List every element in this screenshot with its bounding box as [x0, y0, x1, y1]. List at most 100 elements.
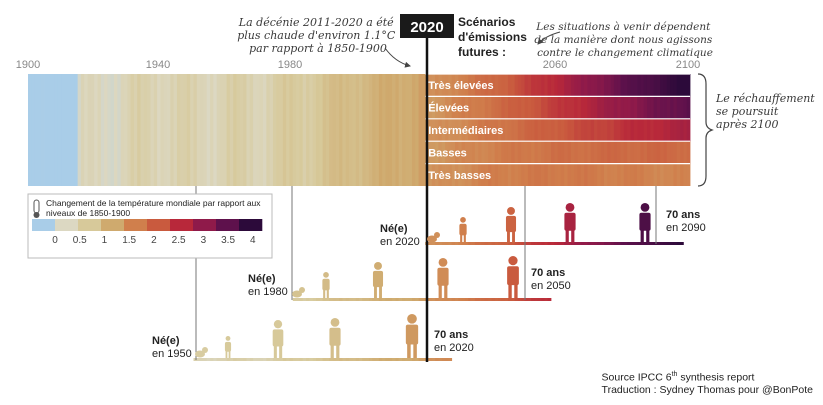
scenario-stripe [643, 74, 648, 97]
generation-timeline-segment [676, 242, 681, 245]
scenario-label: Élevées [428, 102, 469, 115]
scenario-stripe [640, 141, 645, 164]
historical-stripe [127, 74, 132, 186]
scenario-stripe [597, 118, 602, 142]
person-icon [405, 314, 419, 358]
generation-timeline-segment [332, 298, 337, 301]
historical-stripe [87, 74, 92, 186]
scenario-stripe [435, 141, 439, 164]
generation-timeline-segment [464, 298, 469, 301]
historical-stripe [329, 74, 333, 186]
scenario-stripe [660, 96, 664, 119]
scenario-stripe [454, 141, 459, 164]
scenario-stripe [431, 163, 436, 186]
scenario-stripe [620, 141, 625, 164]
legend-ticks: 0 0.5 1 1.5 2 2.5 3 3.5 4 [52, 235, 256, 246]
generation-timeline-segment [266, 358, 271, 361]
generation-timeline-segment [398, 298, 403, 301]
scenario-stripe [603, 96, 608, 119]
generation-timeline-segment [431, 242, 436, 245]
generation-timeline-segment [365, 298, 370, 301]
generation-timeline-segment [580, 242, 585, 245]
generation-timeline-segment [680, 242, 684, 245]
scenario-stripe [673, 141, 678, 164]
historical-stripe [77, 74, 82, 186]
generation-timeline-segment [445, 242, 449, 245]
scenario-stripe [458, 96, 463, 119]
warming-note-line-2: se poursuit [716, 105, 779, 118]
historical-stripe [183, 74, 188, 186]
scenario-stripe [498, 118, 502, 142]
scenario-stripe [464, 74, 469, 97]
scenario-stripe [541, 96, 545, 119]
age-label: 70 ans [666, 209, 700, 221]
future-note: Les situations à venir dépendent de la m… [534, 21, 715, 59]
scenario-stripe [640, 163, 645, 186]
scenario-stripe [564, 118, 568, 142]
scenario-stripe [680, 96, 684, 119]
historical-stripe [226, 74, 231, 186]
historical-stripe [289, 74, 294, 186]
scenario-stripe [610, 74, 615, 97]
scenario-stripe [560, 118, 565, 142]
generation-timeline-segment [312, 358, 317, 361]
scenario-stripe [557, 96, 562, 119]
scenario-stripe [428, 163, 433, 186]
born-label: Né(e) [152, 335, 180, 347]
generation-timeline-segment [670, 242, 674, 245]
generation-timeline-segment [448, 242, 453, 245]
generation-timeline-segment [296, 298, 300, 301]
generation-timeline-segment [259, 358, 264, 361]
scenario-stripe [617, 141, 621, 164]
scenario-stripe [468, 163, 472, 186]
generation-timeline-segment [272, 358, 277, 361]
scenario-stripe [504, 118, 509, 142]
legend-color-swatch [216, 219, 240, 231]
scenario-stripe [448, 118, 453, 142]
scenario-stripe [683, 118, 688, 142]
scenario-stripe [670, 118, 674, 142]
generation-timeline-segment [306, 358, 310, 361]
scenario-stripe [567, 118, 572, 142]
generation-timeline-segment [325, 358, 330, 361]
warming-note-line-1: Le réchauffement [715, 92, 815, 105]
scenario-stripe [567, 74, 572, 97]
generation-timeline-segment [594, 242, 598, 245]
historical-stripe [421, 74, 426, 186]
generation-timeline-segment [474, 242, 479, 245]
scenario-stripe [468, 118, 472, 142]
generation-timeline-segment [206, 358, 211, 361]
thermometer-bulb-icon [33, 212, 40, 218]
scenario-stripe [531, 163, 535, 186]
scenario-stripe [458, 118, 463, 142]
generation-timeline-segment [236, 358, 241, 361]
generation-timeline-segment [411, 298, 416, 301]
scenario-stripe [633, 141, 638, 164]
scenario-stripe [574, 74, 578, 97]
historical-stripe [411, 74, 416, 186]
scenario-stripe [610, 163, 615, 186]
scenario-stripe [541, 74, 545, 97]
scenario-stripe [488, 141, 492, 164]
scenario-stripe [507, 96, 512, 119]
scenarios-title: Scénarios d'émissions futures : [458, 15, 530, 59]
scenario-stripe [488, 74, 492, 97]
scenario-stripe [646, 96, 651, 119]
scenario-stripe [435, 74, 439, 97]
generation-timeline-segment [673, 242, 678, 245]
scenario-stripe [623, 74, 628, 97]
historical-stripe [143, 74, 148, 186]
scenario-stripe [680, 74, 684, 97]
scenario-stripe [458, 141, 463, 164]
scenario-stripe [488, 96, 492, 119]
generation-timeline-segment [663, 242, 668, 245]
scenario-stripe [643, 118, 648, 142]
legend-color-swatch [147, 219, 171, 231]
generation-timeline-segment [243, 358, 247, 361]
historical-stripe [180, 74, 184, 186]
generation-timeline-segment [375, 358, 380, 361]
scenario-stripe [590, 141, 595, 164]
scenario-stripe [643, 141, 648, 164]
scenario-stripe [557, 118, 562, 142]
scenario-stripe [587, 74, 592, 97]
